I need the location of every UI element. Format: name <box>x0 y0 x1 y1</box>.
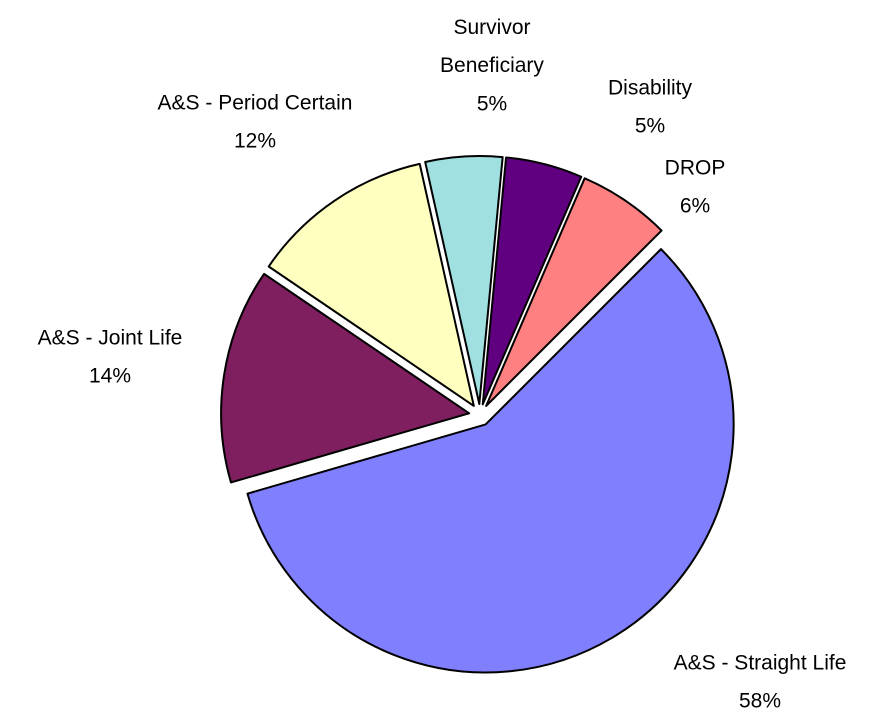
label-line: Survivor <box>453 16 530 39</box>
label-line: Beneficiary <box>440 54 544 77</box>
slice-value-label: 6% <box>680 194 710 217</box>
slice-value-label: 5% <box>477 92 507 115</box>
slice-label: A&S - Period Certain <box>158 91 353 114</box>
slice-label: A&S - Straight Life <box>674 651 847 674</box>
slice-value-label: 12% <box>234 129 276 152</box>
pie-slice <box>424 155 504 406</box>
slice-value-label: 5% <box>635 114 665 137</box>
slice-label: A&S - Joint Life <box>38 326 183 349</box>
slice-label: Survivor Beneficiary <box>440 16 544 77</box>
pie-slice <box>481 156 583 406</box>
pie-slice <box>485 177 663 407</box>
pie-slice <box>220 272 471 484</box>
pie-slice <box>267 162 475 407</box>
slice-value-label: 58% <box>739 689 781 708</box>
slice-value-label: 14% <box>89 364 131 387</box>
slice-label: Disability <box>608 76 693 99</box>
pie-slice <box>246 248 735 674</box>
slice-label: DROP <box>665 156 726 179</box>
